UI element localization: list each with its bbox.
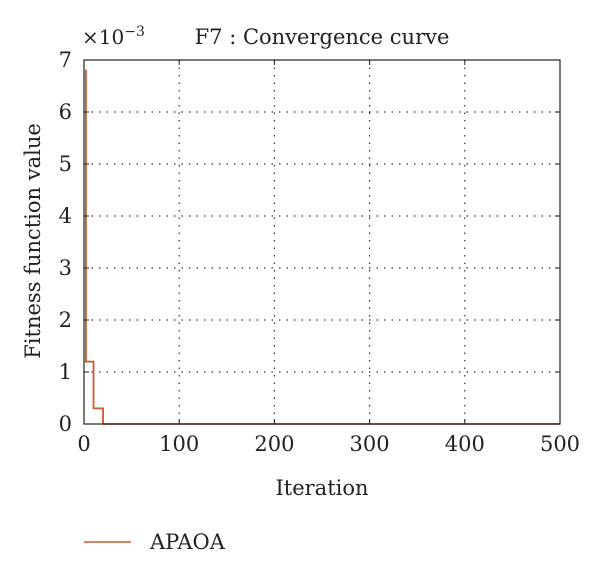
chart-title: F7 : Convergence curve	[195, 25, 450, 49]
legend-label-apaoa: APAOA	[149, 530, 226, 554]
series-line-apaoa	[84, 69, 560, 425]
x-axis-label: Iteration	[275, 476, 368, 500]
tick-marks	[83, 59, 561, 425]
y-axis-label: Fitness function value	[21, 123, 45, 359]
x-tick-label: 400	[445, 432, 485, 456]
y-tick-label: 0	[59, 412, 72, 436]
y-tick-labels: 0 1 2 3 4 5 6 7	[59, 48, 72, 436]
y-tick-label: 2	[59, 308, 72, 332]
x-tick-label: 500	[540, 432, 580, 456]
y-tick-label: 5	[59, 152, 72, 176]
y-axis-exponent: ×10−3	[82, 24, 145, 49]
y-tick-label: 6	[59, 100, 72, 124]
y-tick-label: 3	[59, 256, 72, 280]
x-tick-label: 100	[159, 432, 199, 456]
grid	[84, 60, 560, 424]
y-tick-label: 7	[59, 48, 72, 72]
x-tick-label: 0	[77, 432, 90, 456]
series-layer	[84, 69, 560, 425]
x-tick-labels: 0 100 200 300 400 500	[77, 432, 580, 456]
x-tick-label: 200	[254, 432, 294, 456]
plot-frame	[83, 59, 561, 425]
legend: APAOA	[84, 530, 226, 554]
x-tick-label: 300	[350, 432, 390, 456]
y-tick-label: 4	[59, 204, 72, 228]
y-tick-label: 1	[59, 360, 72, 384]
